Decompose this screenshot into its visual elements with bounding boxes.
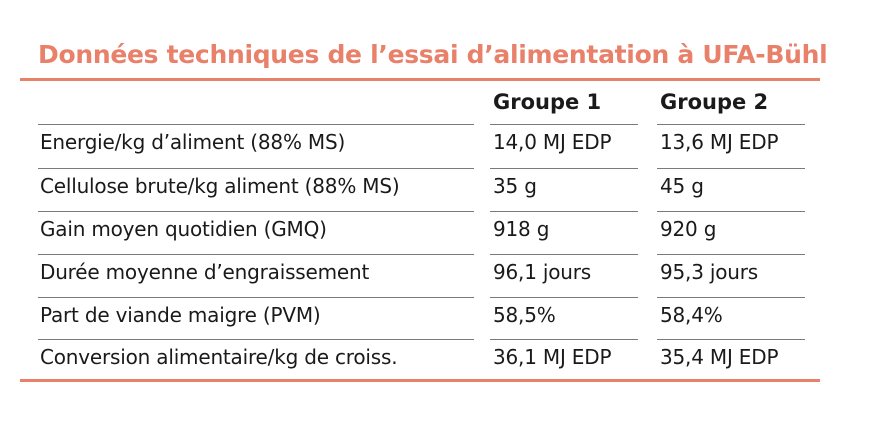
title-rule [20, 78, 820, 81]
group-1-value: 35 g [493, 174, 537, 198]
row-divider [657, 211, 805, 212]
row-divider [38, 297, 474, 298]
group-2-value: 35,4 MJ EDP [660, 345, 779, 369]
row-divider [657, 254, 805, 255]
column-header-group-1: Groupe 1 [493, 90, 602, 114]
row-label: Durée moyenne d’engraissement [40, 260, 370, 284]
row-divider [490, 339, 638, 340]
group-2-value: 58,4% [660, 303, 723, 327]
group-2-value: 95,3 jours [660, 260, 759, 284]
table-row: Conversion alimentaire/kg de croiss. 36,… [0, 339, 880, 383]
row-divider [657, 124, 805, 125]
row-divider [490, 211, 638, 212]
table-row: Gain moyen quotidien (GMQ) 918 g 920 g [0, 211, 880, 255]
group-2-value: 45 g [660, 174, 704, 198]
row-divider [657, 297, 805, 298]
row-divider [38, 339, 474, 340]
row-divider [490, 168, 638, 169]
row-label: Cellulose brute/kg aliment (88% MS) [40, 174, 400, 198]
group-1-value: 918 g [493, 217, 550, 241]
row-divider [38, 254, 474, 255]
table-row: Cellulose brute/kg aliment (88% MS) 35 g… [0, 168, 880, 212]
row-divider [38, 211, 474, 212]
row-label: Conversion alimentaire/kg de croiss. [40, 345, 398, 369]
row-label: Gain moyen quotidien (GMQ) [40, 217, 327, 241]
table-title: Données techniques de l’essai d’alimenta… [38, 40, 828, 69]
table-row: Energie/kg d’aliment (88% MS) 14,0 MJ ED… [0, 124, 880, 168]
row-divider [490, 254, 638, 255]
row-label: Part de viande maigre (PVM) [40, 303, 321, 327]
table-row: Durée moyenne d’engraissement 96,1 jours… [0, 254, 880, 298]
group-1-value: 36,1 MJ EDP [493, 345, 612, 369]
table-row: Part de viande maigre (PVM) 58,5% 58,4% [0, 297, 880, 341]
row-label: Energie/kg d’aliment (88% MS) [40, 130, 346, 154]
column-header-group-2: Groupe 2 [660, 90, 769, 114]
group-1-value: 96,1 jours [493, 260, 592, 284]
group-2-value: 13,6 MJ EDP [660, 130, 779, 154]
group-1-value: 14,0 MJ EDP [493, 130, 612, 154]
group-2-value: 920 g [660, 217, 717, 241]
row-divider [490, 297, 638, 298]
group-1-value: 58,5% [493, 303, 556, 327]
bottom-rule [20, 379, 820, 382]
row-divider [38, 168, 474, 169]
row-divider [490, 124, 638, 125]
row-divider [38, 124, 474, 125]
row-divider [657, 168, 805, 169]
row-divider [657, 339, 805, 340]
